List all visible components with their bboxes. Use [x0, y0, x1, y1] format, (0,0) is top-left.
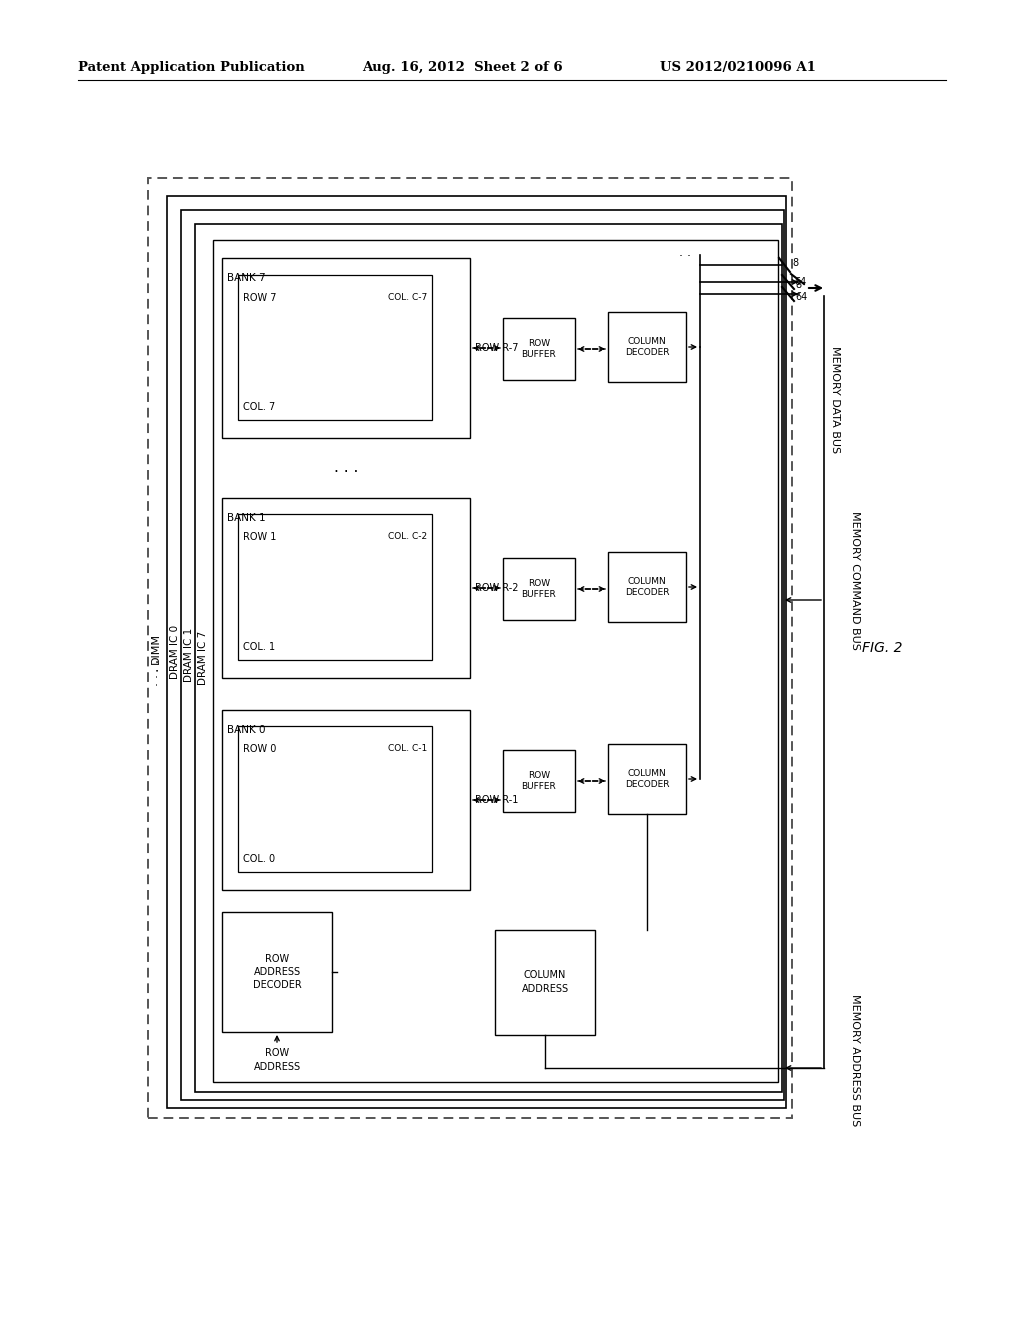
Text: COL. C-7: COL. C-7: [388, 293, 427, 302]
Bar: [222, 498, 470, 678]
Text: BANK 0: BANK 0: [227, 725, 265, 735]
Bar: [213, 240, 778, 1082]
Text: DIMM: DIMM: [151, 632, 161, 664]
Text: COLUMN
DECODER: COLUMN DECODER: [625, 577, 670, 597]
Text: ROW
ADDRESS: ROW ADDRESS: [253, 1048, 301, 1072]
Bar: [238, 275, 432, 420]
Text: MEMORY COMMAND BUS: MEMORY COMMAND BUS: [850, 511, 860, 649]
Text: ROW 7: ROW 7: [243, 293, 276, 304]
Text: . .: . .: [148, 675, 162, 686]
Bar: [167, 195, 786, 1107]
Bar: [181, 210, 784, 1100]
Text: ROW
BUFFER: ROW BUFFER: [521, 579, 556, 599]
Text: Patent Application Publication: Patent Application Publication: [78, 62, 305, 74]
Text: COLUMN
ADDRESS: COLUMN ADDRESS: [521, 970, 568, 994]
Text: BANK 1: BANK 1: [227, 513, 265, 523]
Text: US 2012/0210096 A1: US 2012/0210096 A1: [660, 62, 816, 74]
Bar: [238, 726, 432, 873]
Text: ROW 1: ROW 1: [243, 532, 276, 543]
Text: ROW 0: ROW 0: [243, 744, 276, 754]
Text: COLUMN
DECODER: COLUMN DECODER: [625, 770, 670, 789]
Bar: [222, 912, 332, 1032]
Bar: [495, 931, 595, 1035]
Text: . .: . .: [148, 659, 162, 672]
Text: ROW R-7: ROW R-7: [475, 343, 518, 352]
Text: COL. 1: COL. 1: [243, 642, 275, 652]
Text: 64: 64: [794, 277, 806, 286]
Text: ROW
BUFFER: ROW BUFFER: [521, 339, 556, 359]
Bar: [195, 224, 782, 1092]
Bar: [608, 552, 686, 622]
Text: 64: 64: [795, 292, 807, 302]
Text: ROW R-2: ROW R-2: [475, 583, 518, 593]
Text: ROW R-1: ROW R-1: [475, 795, 518, 805]
Bar: [608, 744, 686, 814]
Text: DRAM IC 1: DRAM IC 1: [184, 628, 194, 682]
Bar: [222, 257, 470, 438]
Text: Aug. 16, 2012  Sheet 2 of 6: Aug. 16, 2012 Sheet 2 of 6: [362, 62, 562, 74]
Text: COL. C-1: COL. C-1: [388, 744, 427, 752]
Bar: [608, 312, 686, 381]
Text: DRAM IC 7: DRAM IC 7: [198, 631, 208, 685]
Bar: [503, 318, 575, 380]
Text: COL. C-2: COL. C-2: [388, 532, 427, 541]
Text: ROW
BUFFER: ROW BUFFER: [521, 771, 556, 791]
Bar: [222, 710, 470, 890]
Text: 8: 8: [795, 280, 801, 290]
Text: COLUMN
DECODER: COLUMN DECODER: [625, 337, 670, 356]
Text: DRAM IC 0: DRAM IC 0: [170, 624, 180, 678]
Bar: [503, 750, 575, 812]
Text: BANK 7: BANK 7: [227, 273, 265, 282]
Text: MEMORY DATA BUS: MEMORY DATA BUS: [830, 346, 840, 454]
Text: COL. 7: COL. 7: [243, 403, 275, 412]
Bar: [503, 558, 575, 620]
Text: MEMORY ADDRESS BUS: MEMORY ADDRESS BUS: [850, 994, 860, 1126]
Text: ROW
ADDRESS
DECODER: ROW ADDRESS DECODER: [253, 954, 301, 990]
Bar: [238, 513, 432, 660]
Text: FIG. 2: FIG. 2: [862, 642, 902, 655]
Text: . . .: . . .: [334, 461, 358, 475]
Text: 8: 8: [792, 257, 798, 268]
Text: COL. 0: COL. 0: [243, 854, 275, 865]
Bar: [148, 178, 792, 1118]
Text: . .: . .: [679, 246, 691, 259]
